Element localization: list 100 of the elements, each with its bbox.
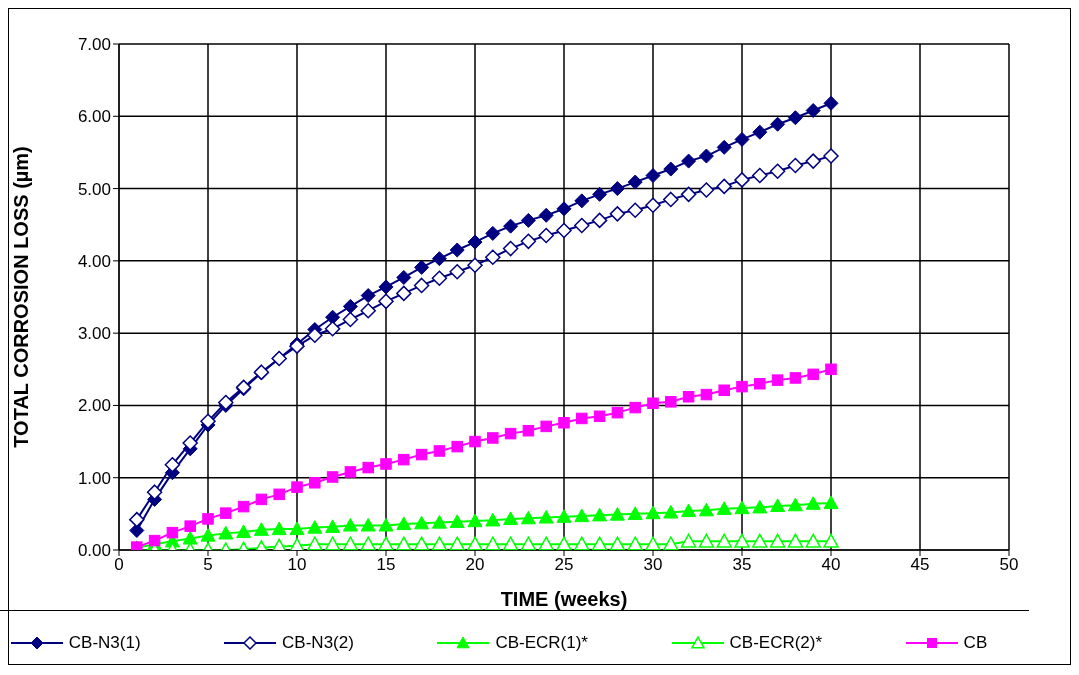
point [396, 285, 412, 302]
point [255, 493, 268, 506]
y-tick-label: 3.00 [77, 324, 111, 344]
point [698, 182, 715, 198]
point [770, 498, 786, 513]
point [787, 497, 803, 512]
point [718, 384, 730, 396]
point [451, 440, 463, 453]
point [220, 507, 232, 519]
point [431, 536, 448, 550]
point [556, 536, 572, 550]
point [789, 372, 802, 384]
point [396, 269, 412, 285]
point [164, 456, 181, 473]
point [734, 533, 750, 548]
point [627, 174, 643, 190]
x-tick-label: 40 [821, 555, 841, 575]
point [413, 536, 430, 550]
point [469, 435, 481, 448]
point [540, 420, 552, 433]
point [431, 251, 447, 267]
y-tick-label: 6.00 [77, 107, 111, 127]
point [378, 293, 394, 310]
point [538, 227, 554, 244]
x-tick-label: 5 [203, 555, 213, 575]
point [752, 167, 768, 184]
point [431, 515, 447, 529]
point [734, 500, 750, 515]
x-tick-label: 15 [376, 555, 396, 575]
point [698, 148, 714, 164]
point [485, 249, 501, 265]
point [307, 520, 323, 534]
point [645, 168, 661, 184]
point [182, 435, 198, 451]
point [736, 380, 748, 393]
point [253, 522, 269, 536]
x-axis-title: TIME (weeks) [500, 588, 628, 610]
point [574, 217, 590, 234]
point [609, 206, 626, 222]
point [665, 396, 677, 408]
point [396, 536, 412, 550]
point [520, 233, 537, 250]
point [591, 536, 608, 550]
point [360, 288, 376, 304]
point [342, 298, 358, 314]
point [681, 153, 697, 169]
point [378, 536, 394, 550]
point [520, 212, 536, 228]
point [825, 363, 837, 376]
point [645, 197, 661, 213]
point [716, 501, 732, 515]
point [237, 500, 250, 513]
point [360, 302, 376, 319]
point [487, 432, 499, 444]
point [414, 515, 430, 530]
point [273, 488, 285, 501]
point [344, 466, 357, 478]
point [380, 458, 392, 470]
point [325, 519, 341, 533]
point [698, 533, 715, 548]
point [752, 533, 768, 548]
point [627, 506, 643, 520]
point [823, 95, 839, 111]
point [184, 520, 196, 532]
point [307, 536, 323, 550]
point [609, 536, 626, 550]
point [146, 484, 163, 500]
y-tick-label: 5.00 [77, 179, 111, 199]
point [558, 417, 570, 429]
point [431, 270, 448, 286]
point [609, 507, 625, 521]
x-tick-label: 20 [465, 555, 485, 575]
point [574, 508, 590, 523]
point [716, 533, 732, 548]
point [467, 513, 483, 528]
point [502, 536, 519, 550]
point [700, 388, 713, 401]
point [485, 512, 501, 527]
point [467, 234, 483, 250]
point [645, 505, 661, 520]
point [360, 536, 376, 550]
point [449, 242, 465, 258]
y-tick-label: 7.00 [77, 35, 111, 55]
point [556, 509, 572, 523]
point [805, 103, 821, 118]
point [805, 153, 821, 169]
x-tick-label: 10 [287, 555, 307, 575]
point [449, 263, 465, 280]
legend-label: CB-N3(1) [68, 633, 141, 653]
point [593, 410, 606, 423]
point [449, 514, 465, 528]
legend-label: CB [963, 633, 988, 653]
point [663, 191, 679, 208]
point [485, 536, 501, 550]
point [200, 528, 216, 542]
point [574, 193, 590, 209]
point [538, 536, 554, 550]
point [309, 477, 321, 489]
point [680, 533, 697, 548]
point [378, 517, 394, 532]
